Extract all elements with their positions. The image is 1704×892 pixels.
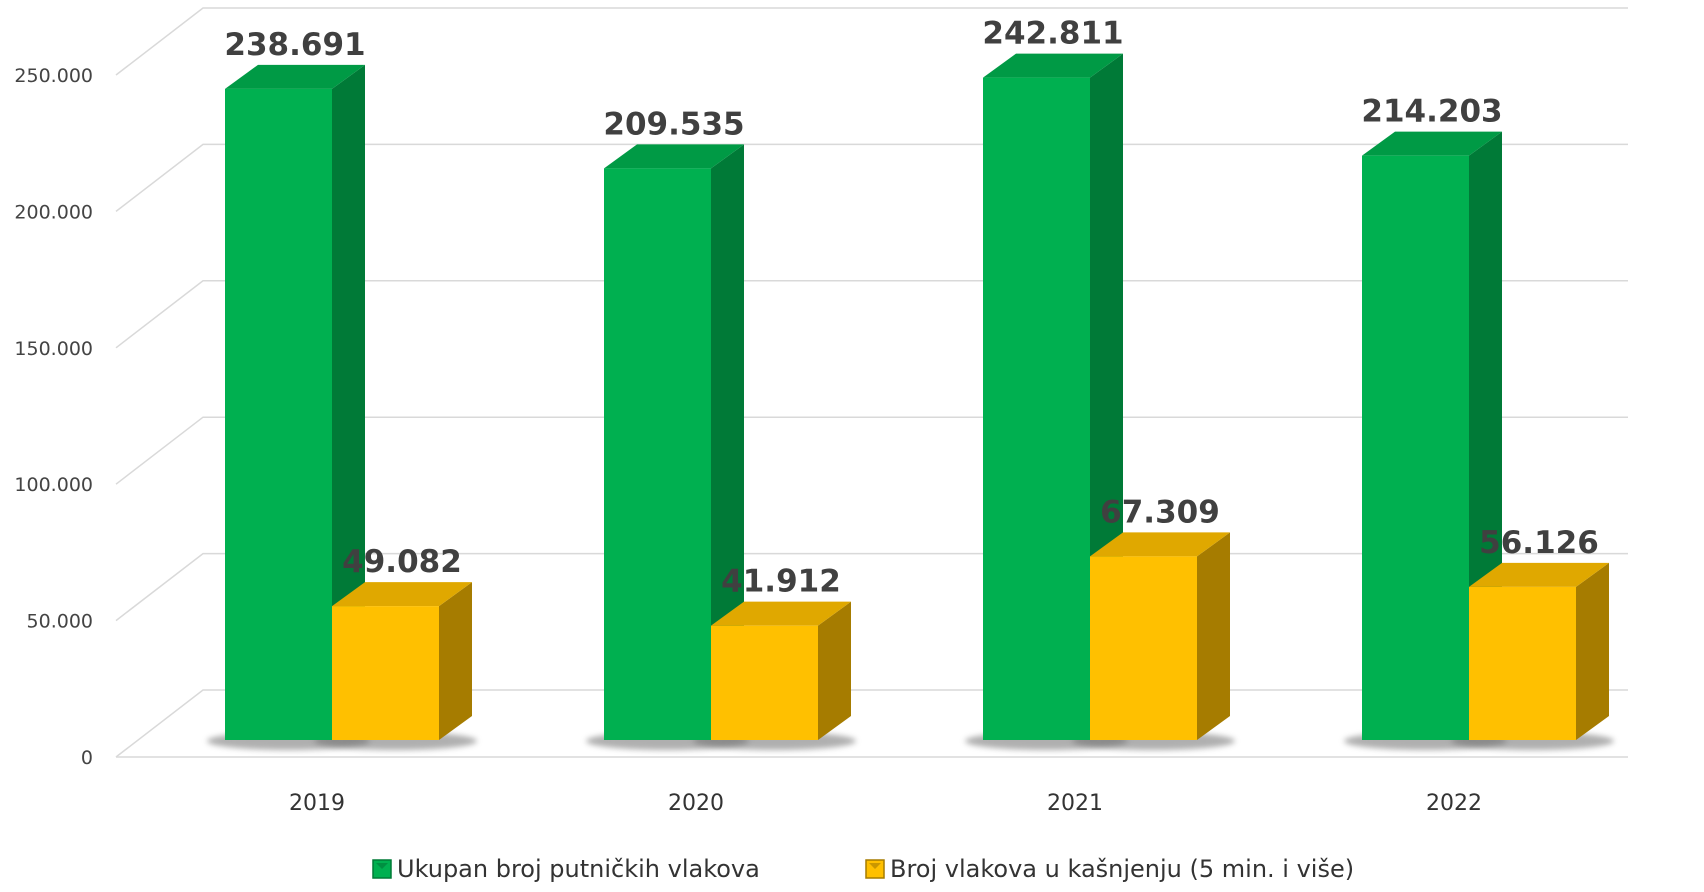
x-category-label: 2020 bbox=[668, 791, 724, 816]
bar bbox=[1469, 562, 1609, 740]
bar-front bbox=[1090, 556, 1197, 740]
data-label: 67.309 bbox=[1100, 494, 1220, 530]
gridlines bbox=[115, 7, 1628, 758]
bar-top bbox=[1362, 131, 1502, 156]
bar-top bbox=[225, 64, 365, 89]
bar-front bbox=[983, 77, 1090, 741]
bar-side bbox=[711, 144, 744, 740]
x-category-label: 2019 bbox=[289, 791, 345, 816]
bar-top bbox=[332, 582, 472, 607]
data-label: 56.126 bbox=[1479, 525, 1599, 561]
bar-top bbox=[711, 601, 851, 626]
bar-top bbox=[983, 53, 1123, 78]
data-label: 209.535 bbox=[603, 106, 744, 142]
bar-side bbox=[439, 582, 472, 740]
bar bbox=[604, 144, 744, 740]
legend-item: Broj vlakova u kašnjenju (5 min. i više) bbox=[865, 855, 1354, 883]
data-label: 238.691 bbox=[224, 27, 365, 63]
bar-front bbox=[1362, 155, 1469, 740]
bar bbox=[711, 601, 851, 740]
bar-front bbox=[225, 88, 332, 740]
bar-front bbox=[332, 606, 439, 740]
data-label: 242.811 bbox=[982, 16, 1123, 52]
bar-front bbox=[604, 168, 711, 740]
y-tick-label: 50.000 bbox=[27, 611, 93, 633]
legend-item: Ukupan broj putničkih vlakova bbox=[372, 855, 760, 883]
bar-side bbox=[332, 64, 365, 740]
gridline bbox=[115, 7, 1628, 76]
data-label: 41.912 bbox=[721, 564, 841, 600]
x-axis-category-labels: 2019 2020 2021 2022 bbox=[289, 791, 1482, 816]
bar bbox=[332, 582, 472, 740]
bar-side bbox=[1576, 562, 1609, 740]
bar-side bbox=[818, 601, 851, 740]
gridline bbox=[115, 416, 1628, 485]
y-axis-tick-labels: 0 50.000 100.000 150.000 200.000 250.000 bbox=[14, 65, 93, 769]
bar bbox=[225, 64, 365, 740]
legend-swatch-shade bbox=[869, 863, 881, 869]
legend-swatch-shade bbox=[376, 863, 388, 869]
bars bbox=[225, 53, 1609, 741]
gridline bbox=[115, 143, 1628, 212]
data-label: 214.203 bbox=[1361, 94, 1502, 130]
y-tick-label: 100.000 bbox=[14, 474, 93, 496]
y-tick-label: 200.000 bbox=[14, 201, 93, 223]
gridline bbox=[115, 280, 1628, 349]
bar-top bbox=[1469, 562, 1609, 587]
bar-front bbox=[711, 625, 818, 740]
y-tick-label: 250.000 bbox=[14, 65, 93, 87]
bar-top bbox=[604, 144, 744, 169]
x-category-label: 2022 bbox=[1426, 791, 1482, 816]
bar-top bbox=[1090, 532, 1230, 557]
y-tick-label: 150.000 bbox=[14, 338, 93, 360]
legend-label: Ukupan broj putničkih vlakova bbox=[397, 855, 760, 883]
legend-label: Broj vlakova u kašnjenju (5 min. i više) bbox=[890, 855, 1354, 883]
bar-front bbox=[1469, 586, 1576, 740]
y-tick-label: 0 bbox=[81, 747, 93, 769]
data-label: 49.082 bbox=[342, 544, 462, 580]
legend: Ukupan broj putničkih vlakova Broj vlakov… bbox=[372, 855, 1354, 883]
bar-side bbox=[1197, 532, 1230, 740]
x-category-label: 2021 bbox=[1047, 791, 1103, 816]
data-labels: 238.691 49.082 209.535 41.912 242.811 67.309 2… bbox=[224, 16, 1598, 600]
bar bbox=[1090, 532, 1230, 740]
